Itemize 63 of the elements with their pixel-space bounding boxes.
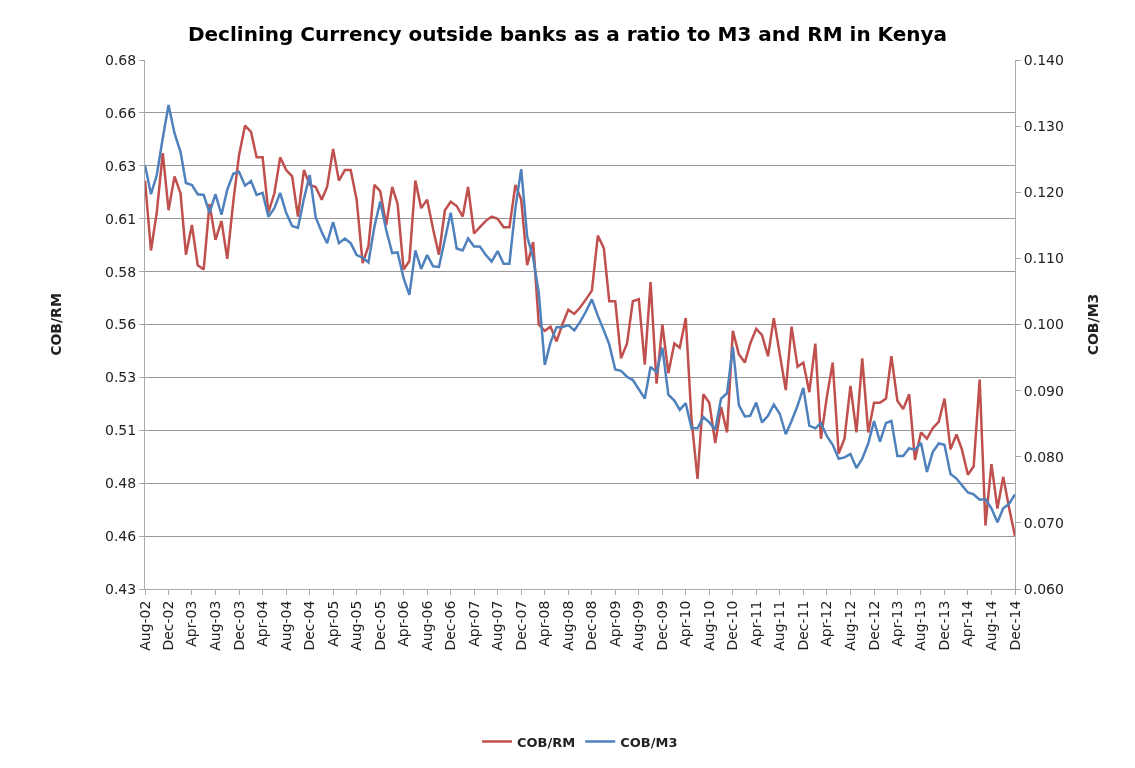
- x-tick-label: Apr-12: [818, 600, 835, 647]
- x-tick-label: Dec-03: [230, 600, 247, 651]
- x-tick-label: Aug-12: [842, 600, 859, 651]
- x-tick-label: Aug-03: [207, 600, 224, 651]
- x-tick-label: Dec-09: [653, 600, 670, 651]
- x-tick-label: Apr-14: [959, 600, 976, 647]
- x-tick-label: Aug-06: [418, 600, 435, 651]
- x-tick-label: Aug-09: [630, 600, 647, 651]
- x-tick-label: Aug-13: [912, 600, 929, 651]
- x-tick-label: Aug-10: [700, 600, 717, 651]
- y-tick-label: 0.68: [105, 51, 137, 68]
- x-tick-label: Dec-11: [794, 600, 811, 651]
- y-tick-label: 0.53: [105, 369, 137, 386]
- y-tick-label: 0.61: [105, 210, 137, 227]
- y2-tick-label: 0.120: [1023, 184, 1064, 201]
- y2-tick-label: 0.060: [1023, 580, 1064, 597]
- x-tick-label: Dec-08: [583, 600, 600, 651]
- y2-tick-label: 0.110: [1023, 250, 1064, 267]
- x-tick-label: Dec-12: [865, 600, 882, 651]
- y2-tick-label: 0.090: [1023, 382, 1064, 399]
- legend-label: COB/RM: [517, 734, 576, 750]
- x-tick-label: Apr-04: [254, 600, 271, 647]
- x-tick-label: Aug-02: [136, 600, 153, 651]
- y2-tick-label: 0.130: [1023, 118, 1064, 135]
- y-tick-label: 0.43: [105, 580, 137, 597]
- x-tick-label: Dec-04: [301, 600, 318, 651]
- y-tick-label: 0.66: [105, 104, 137, 121]
- x-tick-label: Aug-04: [277, 600, 294, 651]
- x-tick-label: Dec-13: [936, 600, 953, 651]
- x-tick-label: Apr-11: [747, 600, 764, 647]
- x-tick-label: Aug-05: [348, 600, 365, 651]
- y-tick-label: 0.56: [105, 316, 137, 333]
- x-tick-label: Dec-10: [724, 600, 741, 651]
- x-tick-label: Apr-05: [324, 600, 341, 647]
- x-tick-label: Apr-06: [395, 600, 412, 647]
- x-tick-label: Aug-11: [771, 600, 788, 651]
- y-tick-label: 0.58: [105, 263, 137, 280]
- y-tick-label: 0.46: [105, 528, 137, 544]
- x-tick-label: Aug-08: [559, 600, 576, 651]
- legend-label: COB/M3: [620, 734, 678, 750]
- x-tick-label: Dec-06: [442, 600, 459, 651]
- x-tick-label: Apr-03: [183, 600, 200, 647]
- y-tick-label: 0.48: [105, 475, 137, 492]
- x-tick-label: Dec-07: [512, 600, 529, 651]
- x-tick-label: Apr-09: [606, 600, 623, 647]
- y2-axis-title: COB/M3: [1085, 293, 1102, 356]
- y2-tick-label: 0.080: [1023, 448, 1064, 465]
- y2-tick-label: 0.140: [1023, 51, 1064, 68]
- x-tick-label: Apr-07: [465, 600, 482, 647]
- y-tick-label: 0.51: [105, 422, 137, 439]
- x-tick-label: Dec-02: [160, 600, 177, 651]
- chart-title: Declining Currency outside banks as a ratio to M3 and RM in Kenya: [187, 21, 948, 46]
- x-tick-label: Dec-05: [371, 600, 388, 651]
- y-tick-label: 0.63: [105, 157, 137, 174]
- x-tick-label: Apr-10: [677, 600, 694, 647]
- y2-tick-label: 0.100: [1023, 316, 1064, 333]
- x-tick-label: Aug-14: [982, 600, 999, 651]
- y-axis-title: COB/RM: [47, 293, 64, 356]
- x-tick-label: Dec-14: [1006, 600, 1023, 651]
- y2-tick-label: 0.070: [1023, 514, 1064, 531]
- x-tick-label: Apr-13: [888, 600, 905, 647]
- x-tick-label: Aug-07: [489, 600, 506, 651]
- x-tick-label: Apr-08: [536, 600, 553, 647]
